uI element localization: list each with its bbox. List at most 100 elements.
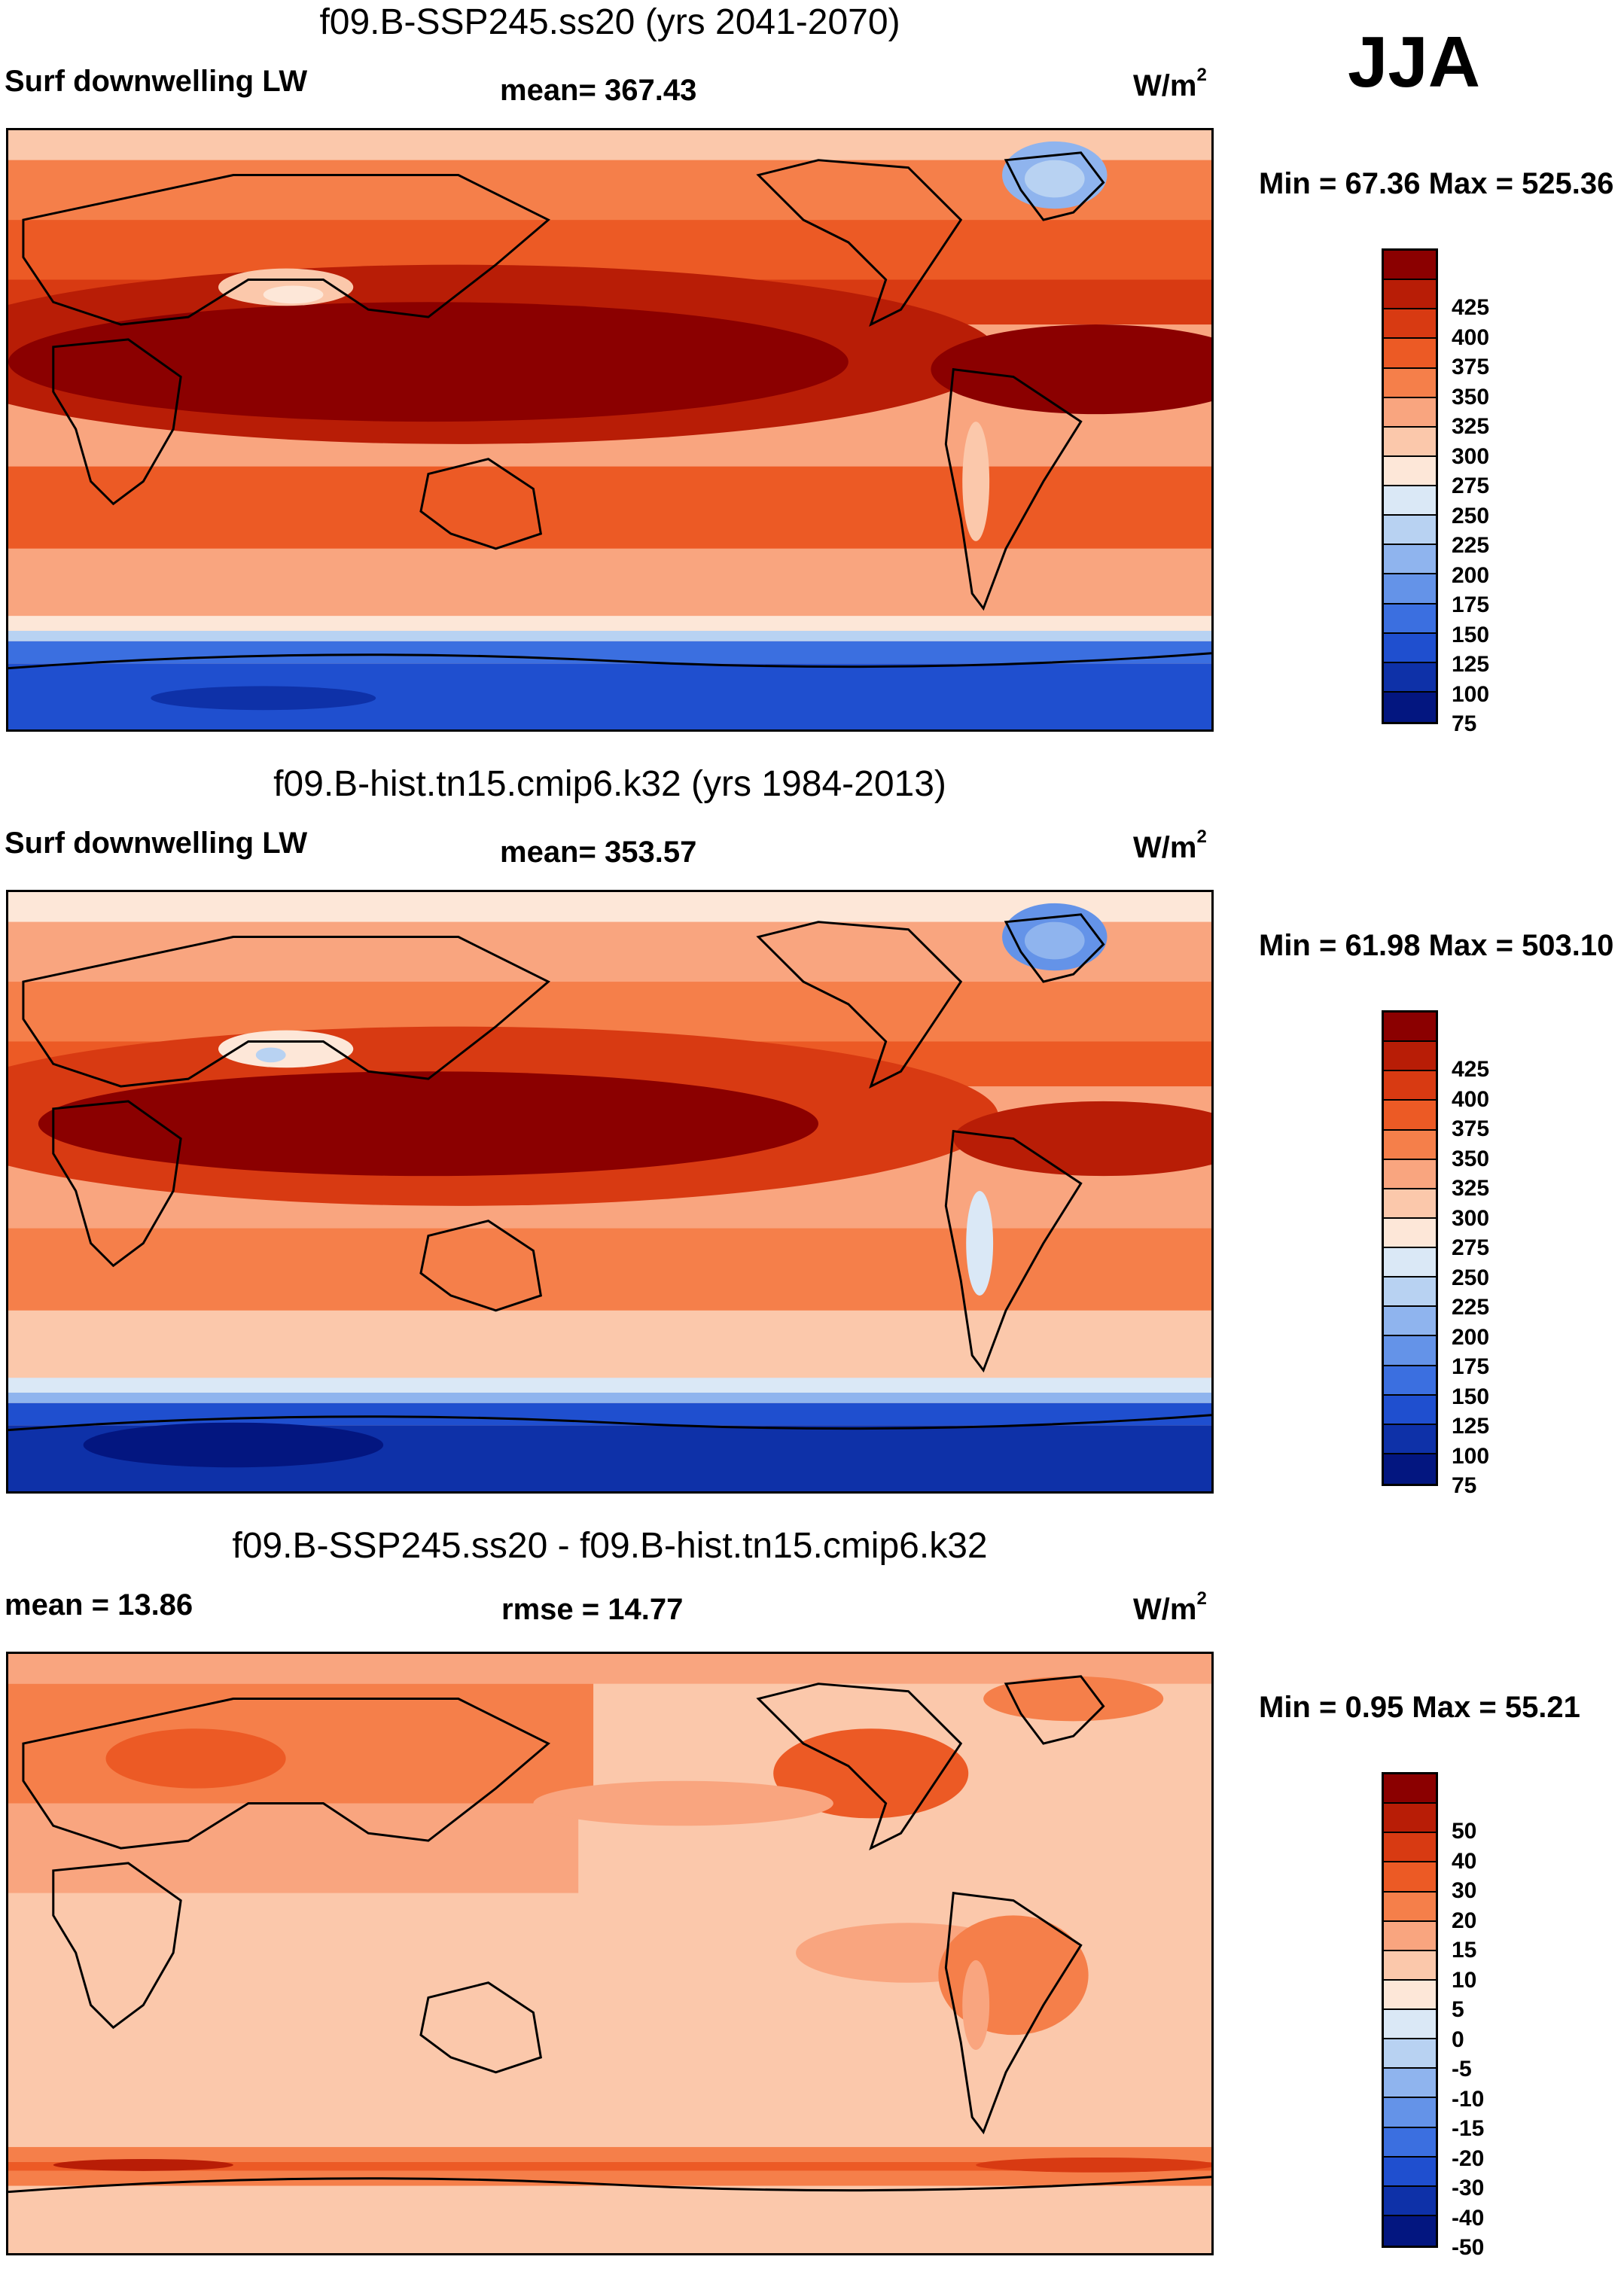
colorbar-box bbox=[1384, 2157, 1436, 2187]
colorbar-box bbox=[1384, 545, 1436, 575]
colorbar-label: 75 bbox=[1452, 711, 1477, 736]
colorbar-label: 225 bbox=[1452, 533, 1490, 558]
colorbar-box bbox=[1384, 1071, 1436, 1101]
colorbar-box bbox=[1384, 1218, 1436, 1248]
colorbar-label: 325 bbox=[1452, 414, 1490, 439]
colorbar-box bbox=[1384, 2010, 1436, 2040]
colorbar-box bbox=[1384, 1278, 1436, 1308]
colorbar-label: -50 bbox=[1452, 2235, 1485, 2260]
colorbar-label: 300 bbox=[1452, 444, 1490, 469]
colorbar-box bbox=[1384, 1892, 1436, 1922]
colorbar-label: 375 bbox=[1452, 355, 1490, 379]
colorbar-box bbox=[1384, 368, 1436, 398]
colorbar-box bbox=[1384, 2127, 1436, 2158]
colorbar-box bbox=[1384, 1951, 1436, 1981]
colorbar-box bbox=[1384, 1804, 1436, 1834]
colorbar-box bbox=[1384, 1980, 1436, 2010]
units-label: W/m2 bbox=[1133, 65, 1207, 102]
map-difference bbox=[6, 1652, 1214, 2255]
mean-value: mean= 367.43 bbox=[500, 74, 697, 107]
colorbar-box bbox=[1384, 1366, 1436, 1396]
colorbar-label: 300 bbox=[1452, 1206, 1490, 1231]
panel-difference: f09.B-SSP245.ss20 - f09.B-hist.tn15.cmip… bbox=[0, 1524, 1624, 2284]
colorbar-box bbox=[1384, 2069, 1436, 2099]
season-label: JJA bbox=[1348, 22, 1481, 102]
colorbar-box bbox=[1384, 339, 1436, 369]
colorbar-box bbox=[1384, 1454, 1436, 1484]
colorbar-box bbox=[1384, 604, 1436, 634]
colorbar-box bbox=[1384, 692, 1436, 722]
colorbar-label: 100 bbox=[1452, 1444, 1490, 1469]
min-max-label: Min = 67.36 Max = 525.36 bbox=[1259, 167, 1614, 200]
colorbar-label: -20 bbox=[1452, 2146, 1485, 2171]
panel-title: f09.B-hist.tn15.cmip6.k32 (yrs 1984-2013… bbox=[273, 764, 946, 804]
colorbar-label: -10 bbox=[1452, 2087, 1485, 2112]
colorbar-box bbox=[1384, 1159, 1436, 1189]
colorbar-box bbox=[1384, 2186, 1436, 2216]
colorbar-box bbox=[1384, 1862, 1436, 1893]
panel-title: f09.B-SSP245.ss20 - f09.B-hist.tn15.cmip… bbox=[232, 1526, 988, 1566]
colorbar-box bbox=[1384, 1042, 1436, 1072]
mean-value: mean= 353.57 bbox=[500, 836, 697, 869]
rmse-value: rmse = 14.77 bbox=[501, 1593, 684, 1626]
colorbar-box bbox=[1384, 1833, 1436, 1863]
colorbar-label: 125 bbox=[1452, 1414, 1490, 1439]
colorbar-box bbox=[1384, 516, 1436, 546]
colorbar-label: 10 bbox=[1452, 1968, 1477, 1993]
colorbar-label: 30 bbox=[1452, 1878, 1477, 1903]
map-historical bbox=[6, 890, 1214, 1494]
colorbar-label: 50 bbox=[1452, 1819, 1477, 1844]
colorbar-label: 425 bbox=[1452, 295, 1490, 320]
colorbar-label: 400 bbox=[1452, 1087, 1490, 1112]
colorbar-box bbox=[1384, 1248, 1436, 1278]
min-max-label: Min = 0.95 Max = 55.21 bbox=[1259, 1691, 1580, 1724]
colorbar-label: 150 bbox=[1452, 623, 1490, 647]
colorbar-box bbox=[1384, 1307, 1436, 1337]
colorbar-label: -40 bbox=[1452, 2206, 1485, 2231]
colorbar-label: 250 bbox=[1452, 504, 1490, 528]
colorbar-box bbox=[1384, 1336, 1436, 1366]
min-max-label: Min = 61.98 Max = 503.10 bbox=[1259, 929, 1614, 962]
map-ssp245 bbox=[6, 128, 1214, 732]
colorbar-box bbox=[1384, 427, 1436, 457]
colorbar-box bbox=[1384, 1774, 1436, 1804]
colorbar-label: -15 bbox=[1452, 2116, 1485, 2141]
colorbar-label: 200 bbox=[1452, 563, 1490, 588]
colorbar-label: 20 bbox=[1452, 1908, 1477, 1933]
colorbar bbox=[1382, 248, 1438, 724]
colorbar-label: 225 bbox=[1452, 1295, 1490, 1320]
colorbar-box bbox=[1384, 280, 1436, 310]
colorbar-label: 350 bbox=[1452, 1147, 1490, 1171]
panel-ssp245: f09.B-SSP245.ss20 (yrs 2041-2070) Surf d… bbox=[0, 0, 1624, 760]
mean-value: mean = 13.86 bbox=[5, 1588, 193, 1622]
colorbar-label: 175 bbox=[1452, 592, 1490, 617]
colorbar-box bbox=[1384, 1130, 1436, 1160]
colorbar-box bbox=[1384, 662, 1436, 693]
colorbar-box bbox=[1384, 1013, 1436, 1043]
variable-label: Surf downwelling LW bbox=[5, 827, 308, 860]
colorbar-box bbox=[1384, 397, 1436, 428]
colorbar-box bbox=[1384, 309, 1436, 340]
colorbar-label: 15 bbox=[1452, 1938, 1477, 1963]
colorbar-label: 325 bbox=[1452, 1176, 1490, 1201]
colorbar-box bbox=[1384, 2215, 1436, 2246]
colorbar-label: 400 bbox=[1452, 325, 1490, 350]
colorbar-label: 275 bbox=[1452, 474, 1490, 498]
colorbar-label: 425 bbox=[1452, 1057, 1490, 1082]
variable-label: Surf downwelling LW bbox=[5, 65, 308, 98]
colorbar-label: 150 bbox=[1452, 1384, 1490, 1409]
colorbar-label: 275 bbox=[1452, 1235, 1490, 1260]
colorbar-box bbox=[1384, 1395, 1436, 1425]
colorbar-box bbox=[1384, 2098, 1436, 2128]
colorbar-label: 200 bbox=[1452, 1325, 1490, 1350]
colorbar bbox=[1382, 1772, 1438, 2248]
colorbar-label: 40 bbox=[1452, 1849, 1477, 1874]
units-label: W/m2 bbox=[1133, 1588, 1207, 1626]
panel-historical: f09.B-hist.tn15.cmip6.k32 (yrs 1984-2013… bbox=[0, 762, 1624, 1522]
colorbar-label: 75 bbox=[1452, 1473, 1477, 1498]
colorbar-label: 175 bbox=[1452, 1354, 1490, 1379]
colorbar-label: 125 bbox=[1452, 652, 1490, 677]
units-label: W/m2 bbox=[1133, 827, 1207, 864]
colorbar-box bbox=[1384, 2039, 1436, 2069]
colorbar-label: -30 bbox=[1452, 2176, 1485, 2200]
